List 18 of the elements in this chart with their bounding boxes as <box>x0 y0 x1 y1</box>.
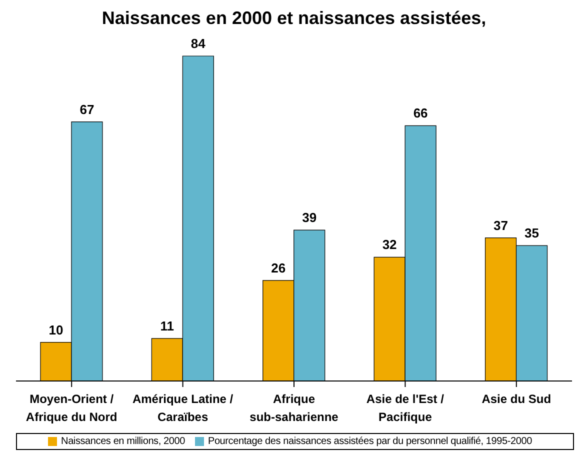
data-label: 84 <box>190 36 206 51</box>
data-label: 39 <box>302 210 317 226</box>
data-label: 67 <box>80 102 94 117</box>
x-tick-label: Asie du Sud <box>482 392 552 406</box>
data-label: 10 <box>48 322 64 338</box>
x-tick-label: Afrique sub-saharienne <box>250 392 339 424</box>
legend-label: Pourcentage des naissances assistées par du personnel qualifié, 1995-2000 <box>208 436 532 447</box>
chart-title: Naissances en 2000 et naissances assistées, <box>100 8 488 30</box>
x-tick-label: Moyen-Orient / Afrique du Nord <box>26 392 118 424</box>
data-label: 66 <box>413 106 428 121</box>
legend-label: Naissances en millions, 2000 <box>61 436 185 447</box>
data-label: 26 <box>271 260 286 276</box>
x-tick-label: Amérique Latine / Caraïbes <box>132 392 234 424</box>
x-tick-label: Asie de l'Est / Pacifique <box>366 392 445 424</box>
data-label: 35 <box>524 226 539 241</box>
data-label: 11 <box>160 318 174 334</box>
data-label: 32 <box>382 237 397 252</box>
data-label: 37 <box>494 218 508 233</box>
